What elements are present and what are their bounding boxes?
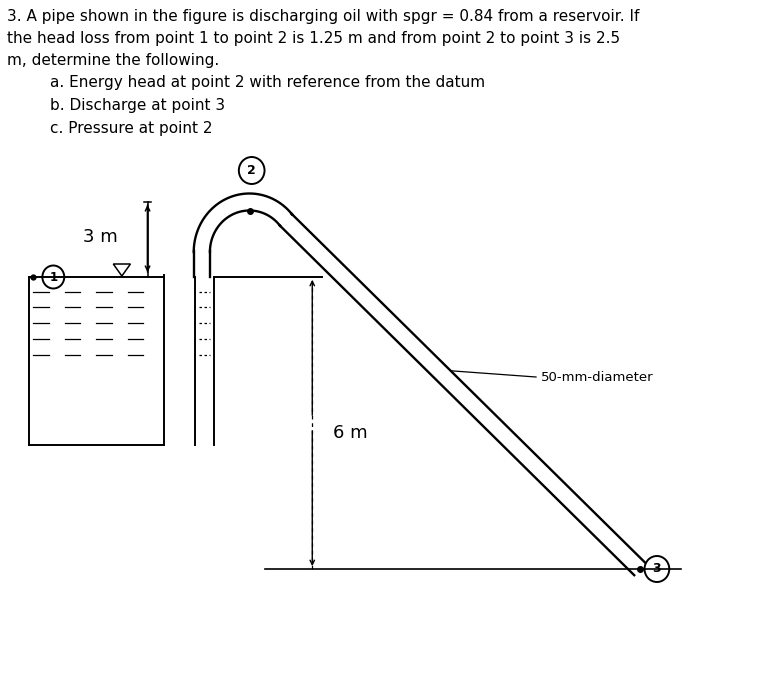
Text: a. Energy head at point 2 with reference from the datum: a. Energy head at point 2 with reference… <box>50 75 484 90</box>
Text: b. Discharge at point 3: b. Discharge at point 3 <box>50 98 225 113</box>
Text: 6 m: 6 m <box>333 424 368 442</box>
Text: 2: 2 <box>247 164 256 177</box>
Text: 3. A pipe shown in the figure is discharging oil with spgr = 0.84 from a reservo: 3. A pipe shown in the figure is dischar… <box>7 9 639 24</box>
Text: 1: 1 <box>50 271 57 284</box>
Text: 50-mm-diameter: 50-mm-diameter <box>541 370 653 383</box>
Text: 3: 3 <box>653 563 661 576</box>
Text: the head loss from point 1 to point 2 is 1.25 m and from point 2 to point 3 is 2: the head loss from point 1 to point 2 is… <box>7 31 620 46</box>
Text: c. Pressure at point 2: c. Pressure at point 2 <box>50 121 212 136</box>
Text: 3 m: 3 m <box>83 227 117 245</box>
Text: m, determine the following.: m, determine the following. <box>7 53 219 68</box>
